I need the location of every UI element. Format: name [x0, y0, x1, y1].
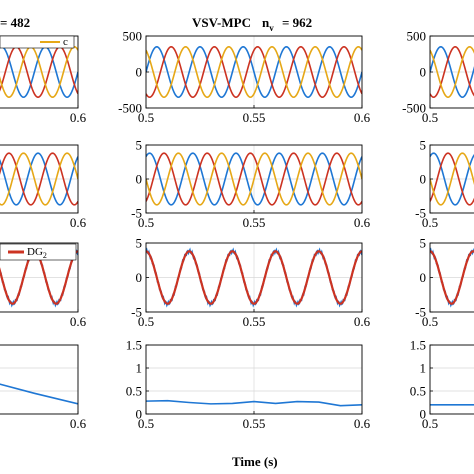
ytick-r3-middle: 0 [136, 270, 143, 285]
ytick-r2-right: 5 [420, 138, 427, 153]
left-title: = 482 [0, 15, 30, 30]
ytick-r3-middle: -5 [131, 305, 142, 320]
plot-r1-left [0, 36, 78, 108]
axes-r3-left [0, 242, 79, 313]
ytick-r4-right: 1 [420, 361, 427, 376]
series-DG2-r3-left [0, 250, 78, 305]
xtick-r3-middle: 0.6 [354, 314, 371, 329]
xtick-r1-middle: 0.6 [354, 110, 371, 125]
xtick-r4-right: 0.5 [422, 416, 438, 431]
ytick-r1-right: -500 [402, 101, 426, 116]
ytick-r2-right: 0 [420, 172, 427, 187]
xtick-r2-middle: 0.5 [138, 215, 154, 230]
ytick-r1-middle: 0 [136, 65, 143, 80]
series-a-r2-right [430, 152, 474, 206]
ytick-r2-middle: -5 [131, 206, 142, 221]
ytick-r4-middle: 1 [136, 361, 143, 376]
xtick-r2-right: 0.5 [422, 215, 438, 230]
series-a-r1-middle [146, 45, 362, 99]
ytick-r3-right: 0 [420, 270, 427, 285]
series-c-r1-left [0, 45, 78, 99]
ytick-r2-right: -5 [415, 206, 426, 221]
series-b-r1-left [0, 45, 78, 99]
series-b-r1-right [430, 45, 474, 99]
plot-r1-right [430, 36, 474, 108]
series-b-r2-right [430, 152, 474, 206]
series-b-r1-middle [146, 45, 362, 99]
xtick-r2-left: 0.6 [70, 215, 87, 230]
series-c-r2-right [430, 152, 474, 206]
xtick-r3-middle: 0.55 [243, 314, 266, 329]
xtick-r2-middle: 0.55 [243, 215, 266, 230]
xtick-r4-middle: 0.55 [243, 416, 266, 431]
plot-r3-middle [146, 243, 362, 312]
series-a-r1-right [430, 45, 474, 99]
xtick-r1-middle: 0.55 [243, 110, 266, 125]
ytick-r4-right: 0 [420, 407, 427, 422]
plot-r4-middle [146, 345, 362, 414]
plot-r4-right [430, 345, 474, 414]
axes-r2-left [0, 144, 79, 214]
ytick-r3-right: -5 [415, 305, 426, 320]
ytick-r3-right: 5 [420, 236, 427, 251]
ytick-r1-right: 0 [420, 65, 427, 80]
xtick-r1-middle: 0.5 [138, 110, 154, 125]
middle-title-value: = 962 [282, 15, 312, 30]
xtick-r2-middle: 0.6 [354, 215, 371, 230]
xtick-r1-right: 0.5 [422, 110, 438, 125]
xtick-r1-left: 0.6 [70, 110, 87, 125]
series-c-r2-middle [146, 152, 362, 206]
middle-title-nv: nv [262, 15, 274, 33]
series-r4-left [0, 383, 78, 405]
ytick-r4-middle: 0.5 [126, 384, 142, 399]
xtick-r3-middle: 0.5 [138, 314, 154, 329]
ytick-r2-middle: 5 [136, 138, 143, 153]
series-DG2-r3-right [430, 250, 474, 305]
plot-r2-middle [146, 145, 362, 213]
axes-r1-left [0, 35, 79, 109]
ytick-r4-right: 0.5 [410, 384, 426, 399]
ytick-r1-middle: -500 [118, 101, 142, 116]
plot-r2-left [0, 145, 78, 213]
middle-title: VSV-MPC [192, 15, 251, 30]
ytick-r1-middle: 500 [123, 29, 143, 44]
axes-r4-right [429, 344, 474, 415]
xtick-r4-middle: 0.6 [354, 416, 371, 431]
legend-dg-label: DG2 [27, 246, 47, 260]
ytick-r1-right: 500 [407, 29, 427, 44]
xtick-r4-left: 0.6 [70, 416, 87, 431]
ytick-r4-right: 1.5 [410, 338, 426, 353]
series-a-r2-left [0, 152, 78, 206]
series-b-r2-middle [146, 152, 362, 206]
series-DG2-r3-middle [146, 250, 362, 305]
plot-r2-right [430, 145, 474, 213]
series-c-r1-right [430, 45, 474, 99]
series-c-r1-middle [146, 45, 362, 99]
ytick-r4-middle: 1.5 [126, 338, 142, 353]
series-c-r2-left [0, 152, 78, 206]
xtick-r3-right: 0.5 [422, 314, 438, 329]
x-axis-label: Time (s) [232, 454, 278, 469]
legend-row3: DG2 [0, 243, 77, 261]
ytick-r2-middle: 0 [136, 172, 143, 187]
series-a-r2-middle [146, 152, 362, 206]
series-b-r2-left [0, 152, 78, 206]
ytick-r3-middle: 5 [136, 236, 143, 251]
legend-c-label: c [63, 36, 68, 48]
xtick-r3-left: 0.6 [70, 314, 87, 329]
plot-r1-middle [146, 36, 362, 108]
plot-r4-left [0, 345, 78, 414]
series-a-r1-left [0, 45, 78, 99]
ytick-r4-middle: 0 [136, 407, 143, 422]
series-r4-middle [146, 399, 362, 407]
plot-r3-right [430, 243, 474, 312]
plot-r3-left [0, 243, 78, 312]
xtick-r4-middle: 0.5 [138, 416, 154, 431]
legend-top: c [0, 35, 75, 49]
axes-r4-left [0, 344, 79, 415]
